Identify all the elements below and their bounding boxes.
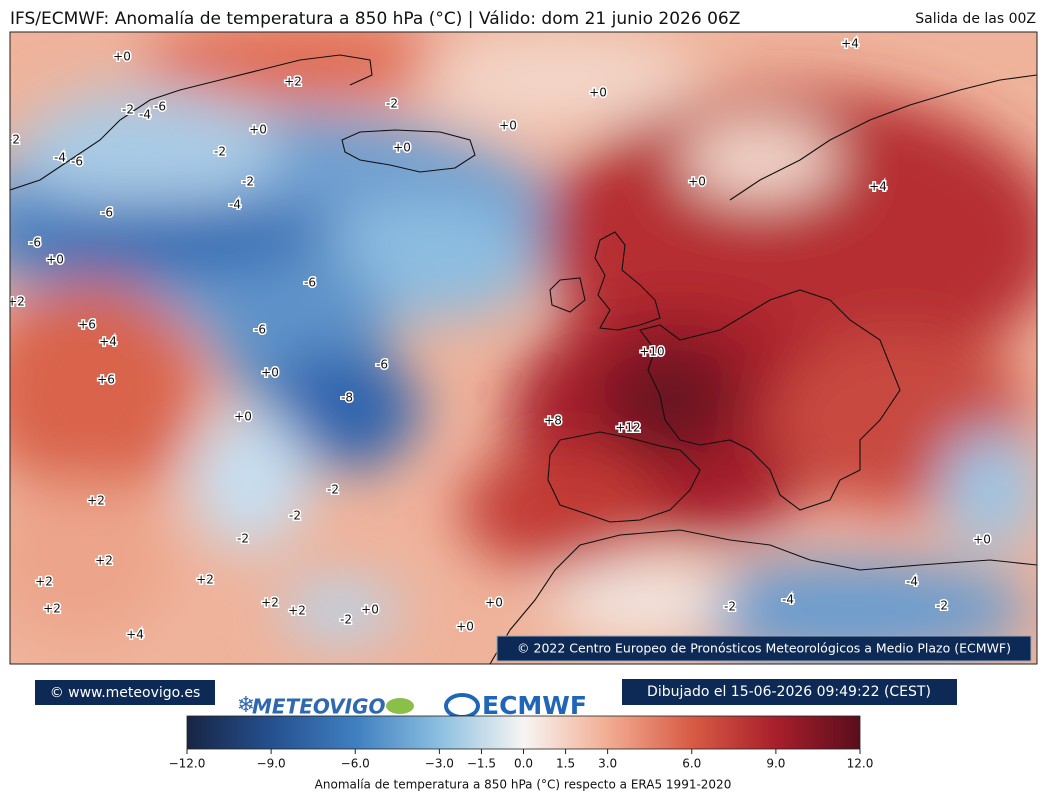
- scandinavia-coast: [729, 74, 1037, 201]
- contour-label: -4: [906, 575, 918, 589]
- colorbar-tick-label: 1.5: [556, 757, 575, 771]
- map-frame: [9, 31, 1038, 665]
- colorbar-tick-label: 12.0: [847, 757, 874, 771]
- contour-label: -2: [214, 145, 226, 159]
- logo-meteovigo: METEOVIGO: [252, 695, 386, 719]
- colorbar-tick-label: 0.0: [514, 757, 533, 771]
- contour-label: +0: [234, 410, 252, 424]
- contour-label: +0: [688, 175, 706, 189]
- contour-label: +0: [973, 533, 991, 547]
- contour-label: +0: [46, 253, 64, 267]
- contour-label: -4: [139, 108, 151, 122]
- europe-coast: [639, 289, 901, 511]
- temperature-field: [10, 32, 1037, 660]
- contour-label: +8: [544, 414, 562, 428]
- contour-label: +2: [7, 295, 25, 309]
- contour-label: -6: [101, 206, 113, 220]
- contour-label: +6: [97, 373, 115, 387]
- contour-label: -6: [71, 155, 83, 169]
- colorbar-tick-label: 3.0: [598, 757, 617, 771]
- contour-label: +0: [393, 141, 411, 155]
- leaf-icon: [386, 698, 414, 714]
- drawn-time: Dibujado el 15-06-2026 09:49:22 (CEST): [647, 684, 931, 700]
- contour-label: -4: [782, 593, 794, 607]
- contour-label: -4: [229, 198, 241, 212]
- contour-label: +2: [95, 554, 113, 568]
- contour-label: +0: [249, 123, 267, 137]
- contour-label: -2: [122, 103, 134, 117]
- colorbar-ticks: −12.0 −9.0 −6.0 −3.0 −1.5 0.0 1.5 3.0 6.0 9.0 12.0: [169, 749, 874, 771]
- contour-label: -6: [254, 323, 266, 337]
- contour-label: +2: [43, 602, 61, 616]
- colorbar-tick-label: 6.0: [682, 757, 701, 771]
- contour-label: +6: [78, 318, 96, 332]
- iceland-coast: [341, 129, 476, 173]
- contour-label: +4: [869, 180, 887, 194]
- contour-label: -6: [304, 276, 316, 290]
- contour-label: -2: [340, 613, 352, 627]
- logo-ecmwf: ECMWF: [482, 691, 587, 720]
- contour-label: -4: [54, 151, 66, 165]
- contour-label: +4: [126, 628, 144, 642]
- iberia-coast: [547, 431, 701, 523]
- map: +0+2-6-4-2 -2+0+4+0 +0-2-4 -6-2 +0-2 +0 +4-4-6…: [7, 32, 1037, 664]
- run-time: Salida de las 00Z: [915, 11, 1036, 27]
- colorbar-tick-label: −1.5: [467, 757, 496, 771]
- ecmwf-icon: [444, 693, 480, 719]
- colorbar: [186, 715, 861, 750]
- contour-label: +0: [113, 50, 131, 64]
- contour-label: +10: [639, 345, 664, 359]
- africa-coast: [489, 529, 1037, 664]
- colorbar-tick-label: −3.0: [425, 757, 454, 771]
- contour-label: +0: [589, 86, 607, 100]
- contour-label: -8: [341, 391, 353, 405]
- britain-coast: [594, 231, 661, 331]
- colorbar-tick-label: −12.0: [169, 757, 206, 771]
- contour-label: -2: [724, 600, 736, 614]
- contour-label: -2: [327, 483, 339, 497]
- contour-label: +0: [499, 119, 517, 133]
- colorbar-tick-label: −6.0: [341, 757, 370, 771]
- colorbar-tick-label: 9.0: [766, 757, 785, 771]
- website-box: [35, 680, 215, 705]
- contour-label: +0: [261, 366, 279, 380]
- contour-label: +2: [87, 494, 105, 508]
- contour-label: +2: [261, 596, 279, 610]
- contour-label: +0: [456, 620, 474, 634]
- website: © www.meteovigo.es: [50, 685, 201, 701]
- ireland-coast: [549, 277, 586, 313]
- contour-label: -2: [8, 133, 20, 147]
- copyright: © 2022 Centro Europeo de Pronósticos Met…: [517, 641, 1011, 656]
- contour-label: +2: [288, 604, 306, 618]
- contour-labels: +0+2-6-4-2 -2+0+4+0 +0-2-4 -6-2 +0-2 +0 +4-4-6…: [7, 35, 992, 643]
- contour-label: +2: [284, 75, 302, 89]
- contour-label: -6: [376, 358, 388, 372]
- copyright-box: [496, 635, 1032, 662]
- contour-label: -2: [289, 509, 301, 523]
- contour-label: -2: [936, 599, 948, 613]
- greenland-coast: [10, 54, 373, 191]
- contour-label: +0: [485, 596, 503, 610]
- contour-label: +12: [615, 421, 640, 435]
- contour-label: +4: [841, 37, 859, 51]
- contour-label: -2: [386, 97, 398, 111]
- contour-label: +2: [196, 573, 214, 587]
- contour-label: -2: [242, 175, 254, 189]
- contour-label: -6: [154, 100, 166, 114]
- title: IFS/ECMWF: Anomalía de temperatura a 850…: [10, 9, 740, 29]
- contour-label: +2: [35, 575, 53, 589]
- contour-label: -6: [29, 236, 41, 250]
- drawn-box: [622, 679, 957, 705]
- contour-label: -2: [237, 532, 249, 546]
- colorbar-label: Anomalía de temperatura a 850 hPa (°C) r…: [315, 778, 732, 792]
- snowflake-icon: ❄: [237, 693, 255, 718]
- contour-label: +0: [361, 603, 379, 617]
- contour-label: +4: [99, 335, 117, 349]
- colorbar-tick-label: −9.0: [257, 757, 286, 771]
